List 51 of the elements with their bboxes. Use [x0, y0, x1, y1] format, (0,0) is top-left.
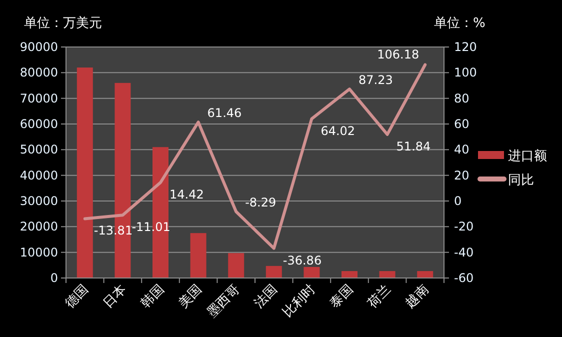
- y2-tick-label: 80: [454, 91, 470, 106]
- y-tick-label: 60000: [20, 117, 58, 131]
- y2-tick-label: -40: [454, 245, 474, 260]
- x-tick-label: 日本: [100, 282, 130, 312]
- y-tick-label: 10000: [20, 245, 58, 260]
- y-tick-label: 80000: [20, 66, 58, 80]
- x-tick-label: 荷兰: [365, 282, 394, 312]
- y-tick-label: 30000: [20, 194, 58, 208]
- data-label: -11.01: [132, 220, 170, 234]
- data-label: 64.02: [320, 124, 356, 138]
- bar: [190, 233, 206, 278]
- data-label: 51.84: [396, 139, 431, 154]
- bar: [417, 271, 434, 278]
- bar: [266, 266, 282, 278]
- y2-tick-label: 60: [454, 117, 470, 131]
- y2-axis-title: 单位：%: [434, 16, 486, 31]
- bar: [379, 271, 396, 278]
- data-label: -8.29: [245, 196, 276, 210]
- x-tick-label: 韩国: [138, 282, 168, 312]
- y-tick-label: 40000: [20, 168, 58, 182]
- data-label: 87.23: [358, 73, 393, 88]
- y2-tick-label: 100: [454, 66, 477, 80]
- y-tick-label: 70000: [20, 91, 58, 106]
- y2-tick-label: 120: [454, 40, 477, 54]
- x-tick-label: 美国: [175, 282, 206, 312]
- bar: [304, 266, 320, 278]
- x-tick-label: 墨西哥: [204, 282, 243, 320]
- y-tick-label: 50000: [20, 142, 58, 157]
- legend-label: 进口额: [508, 149, 547, 164]
- y2-tick-label: 40: [454, 142, 470, 157]
- y-tick-label: 0: [50, 271, 58, 285]
- y-axis-title: 单位：万美元: [24, 15, 102, 31]
- x-tick-label: 德国: [62, 282, 92, 312]
- y-tick-label: 20000: [20, 220, 58, 234]
- bar: [76, 68, 93, 278]
- x-tick-label: 比利时: [280, 282, 319, 320]
- y2-tick-label: -20: [454, 220, 474, 234]
- x-tick-label: 法国: [252, 282, 281, 312]
- y2-tick-label: -60: [454, 271, 474, 285]
- y2-tick-label: 0: [454, 194, 462, 208]
- data-label: 14.42: [170, 187, 204, 202]
- data-label: -36.86: [282, 253, 322, 268]
- x-tick-label: 越南: [402, 282, 432, 312]
- data-label: 61.46: [207, 106, 242, 120]
- y-tick-label: 90000: [20, 40, 58, 54]
- bar: [342, 271, 358, 278]
- data-label: 106.18: [377, 48, 420, 62]
- x-tick-label: 泰国: [327, 282, 356, 312]
- bar: [228, 253, 244, 278]
- legend-label: 同比: [508, 173, 534, 188]
- y2-tick-label: 20: [454, 168, 470, 182]
